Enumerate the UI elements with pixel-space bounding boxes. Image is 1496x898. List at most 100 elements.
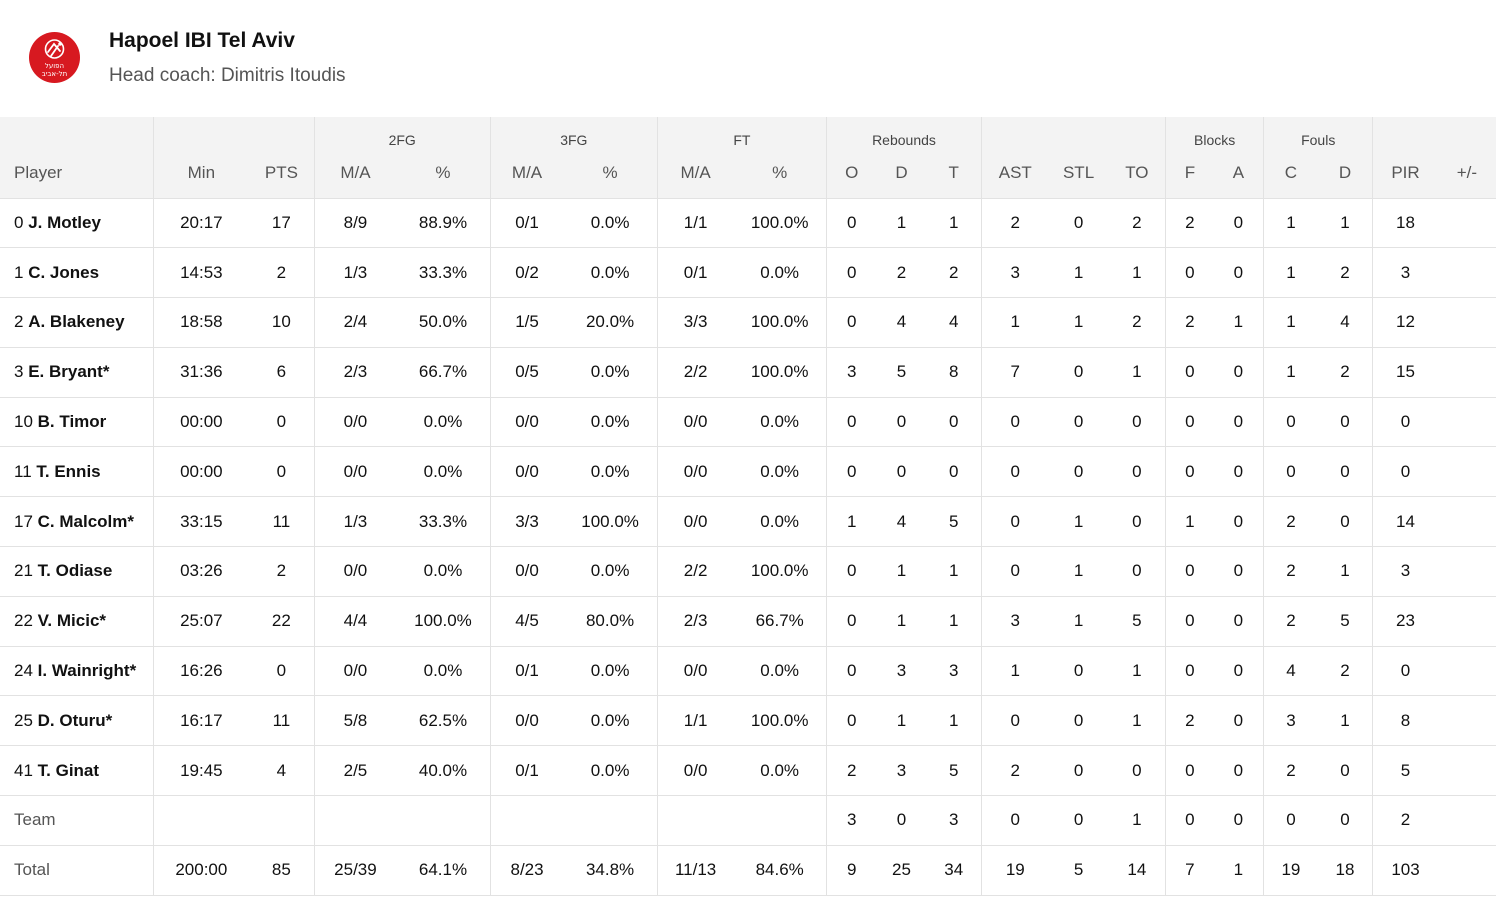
stat-3fg-ma: 0/0 (489, 397, 564, 448)
stat-3fg-pct: 0.0% (563, 695, 658, 747)
col-ft-ma[interactable]: M/A (656, 149, 734, 199)
stat-stl: 1 (1048, 596, 1109, 647)
stat-fouls-c: 1 (1263, 247, 1318, 299)
col-player[interactable]: Player (0, 149, 154, 199)
stat-pir: 0 (1372, 446, 1438, 498)
col-pir[interactable]: PIR (1372, 149, 1438, 199)
stat-blk-f: 0 (1165, 446, 1214, 498)
col-reb-d[interactable]: D (876, 149, 927, 199)
stat-2fg-ma: 25/39 (313, 845, 397, 896)
header-column-row: Player Min PTS M/A % M/A % M/A % O D T A… (0, 149, 1496, 199)
player-cell[interactable]: 41 T. Ginat (0, 745, 154, 797)
col-reb-o[interactable]: O (825, 149, 877, 199)
player-name-link[interactable]: V. Micic* (37, 611, 107, 631)
player-row[interactable]: 2 A. Blakeney 18:58 10 2/4 50.0% 1/5 20.0% 3/3 1… (0, 297, 1496, 348)
stat-fouls-d: 0 (1317, 397, 1373, 448)
col-fouls-c[interactable]: C (1263, 149, 1318, 199)
player-cell[interactable]: 21 T. Odiase (0, 546, 154, 597)
player-row[interactable]: 0 J. Motley 20:17 17 8/9 88.9% 0/1 0.0% 1/1 100.… (0, 198, 1496, 249)
stat-reb-d: 1 (876, 546, 927, 597)
stat-pts: 11 (249, 496, 315, 548)
team-name[interactable]: Hapoel IBI Tel Aviv (109, 29, 295, 52)
player-row[interactable]: 3 E. Bryant* 31:36 6 2/3 66.7% 0/5 0.0% 2/2 100.… (0, 347, 1496, 398)
stat-pir: 0 (1372, 646, 1438, 697)
col-blk-f[interactable]: F (1165, 149, 1214, 199)
player-name-link[interactable]: A. Blakeney (28, 312, 125, 332)
jersey-number: 10 (14, 412, 33, 432)
player-name-link[interactable]: D. Oturu* (37, 710, 113, 730)
player-row[interactable]: 1 C. Jones 14:53 2 1/3 33.3% 0/2 0.0% 0/1 0.0% 0 2… (0, 247, 1496, 299)
player-name-link[interactable]: E. Bryant* (28, 362, 110, 382)
player-cell[interactable]: 11 T. Ennis (0, 446, 154, 498)
stat-ft-pct: 100.0% (733, 347, 827, 398)
player-name-link[interactable]: C. Jones (28, 262, 100, 282)
stat-fouls-c: 4 (1263, 646, 1318, 697)
col-2fg-ma[interactable]: M/A (313, 149, 397, 199)
stat-2fg-ma: 5/8 (313, 695, 397, 747)
player-row[interactable]: 25 D. Oturu* 16:17 11 5/8 62.5% 0/0 0.0% 1/1 100… (0, 695, 1496, 747)
player-cell[interactable]: 24 I. Wainright* (0, 646, 154, 697)
player-name-link[interactable]: T. Ginat (37, 760, 100, 780)
col-plus-minus[interactable]: +/- (1437, 149, 1496, 199)
stat-ft-pct: 0.0% (733, 745, 827, 797)
player-row[interactable]: 41 T. Ginat 19:45 4 2/5 40.0% 0/1 0.0% 0/0 0.0% 2… (0, 745, 1496, 797)
stat-reb-o: 3 (825, 347, 877, 398)
stat-ft-ma: 3/3 (656, 297, 734, 348)
col-min[interactable]: Min (152, 149, 250, 199)
col-reb-t[interactable]: T (926, 149, 982, 199)
col-2fg-pct[interactable]: % (396, 149, 491, 199)
player-cell[interactable]: 25 D. Oturu* (0, 695, 154, 747)
total-row-label: Total (0, 845, 154, 896)
stat-pts: 10 (249, 297, 315, 348)
stat-pts: 85 (249, 845, 315, 896)
player-name-link[interactable]: T. Ennis (36, 461, 101, 481)
stat-fouls-c: 1 (1263, 198, 1318, 249)
stat-fouls-c: 3 (1263, 695, 1318, 747)
player-row[interactable]: 17 C. Malcolm* 33:15 11 1/3 33.3% 3/3 100.0% 0/… (0, 496, 1496, 548)
stat-ft-pct: 66.7% (733, 596, 827, 647)
player-name-link[interactable]: I. Wainright* (37, 661, 137, 681)
stat-pir: 3 (1372, 247, 1438, 299)
player-cell[interactable]: 17 C. Malcolm* (0, 496, 154, 548)
stat-fouls-c: 1 (1263, 297, 1318, 348)
stat-reb-o: 0 (825, 446, 877, 498)
col-blk-a[interactable]: A (1213, 149, 1264, 199)
player-row[interactable]: 22 V. Micic* 25:07 22 4/4 100.0% 4/5 80.0% 2/3 6… (0, 596, 1496, 647)
col-ft-pct[interactable]: % (733, 149, 827, 199)
col-stl[interactable]: STL (1048, 149, 1109, 199)
logo-emblem: הפועל תל-אביב (29, 32, 80, 83)
stat-plus-minus (1437, 297, 1496, 348)
stat-reb-d: 1 (876, 198, 927, 249)
player-row[interactable]: 10 B. Timor 00:00 0 0/0 0.0% 0/0 0.0% 0/0 0.0% 0 0… (0, 397, 1496, 448)
col-pts[interactable]: PTS (249, 149, 315, 199)
stat-pts: 11 (249, 695, 315, 747)
stat-to: 14 (1108, 845, 1166, 896)
col-ast[interactable]: AST (981, 149, 1049, 199)
col-3fg-pct[interactable]: % (563, 149, 658, 199)
stat-2fg-pct: 64.1% (396, 845, 491, 896)
player-row[interactable]: 11 T. Ennis 00:00 0 0/0 0.0% 0/0 0.0% 0/0 0.0% 0 0… (0, 446, 1496, 498)
player-name-link[interactable]: T. Odiase (37, 561, 113, 581)
player-cell[interactable]: 0 J. Motley (0, 198, 154, 249)
player-row[interactable]: 21 T. Odiase 03:26 2 0/0 0.0% 0/0 0.0% 2/2 100.0… (0, 546, 1496, 597)
player-cell[interactable]: 10 B. Timor (0, 397, 154, 448)
stat-ast: 3 (981, 247, 1049, 299)
player-cell[interactable]: 2 A. Blakeney (0, 297, 154, 348)
stat-fouls-c: 1 (1263, 347, 1318, 398)
player-cell[interactable]: 1 C. Jones (0, 247, 154, 299)
player-name-link[interactable]: J. Motley (28, 212, 101, 232)
group-fouls: Fouls (1263, 117, 1373, 149)
col-fouls-d[interactable]: D (1317, 149, 1373, 199)
player-cell[interactable]: 22 V. Micic* (0, 596, 154, 647)
player-name-link[interactable]: C. Malcolm* (37, 511, 135, 531)
player-row[interactable]: 24 I. Wainright* 16:26 0 0/0 0.0% 0/1 0.0% 0/0 0… (0, 646, 1496, 697)
stat-3fg-ma: 4/5 (489, 596, 564, 647)
player-name-link[interactable]: B. Timor (37, 412, 107, 432)
stat-pir: 18 (1372, 198, 1438, 249)
stat-blk-a: 0 (1213, 198, 1264, 249)
stat-stl: 1 (1048, 247, 1109, 299)
col-3fg-ma[interactable]: M/A (489, 149, 564, 199)
stat-reb-d: 0 (876, 795, 927, 846)
player-cell[interactable]: 3 E. Bryant* (0, 347, 154, 398)
col-to[interactable]: TO (1108, 149, 1166, 199)
